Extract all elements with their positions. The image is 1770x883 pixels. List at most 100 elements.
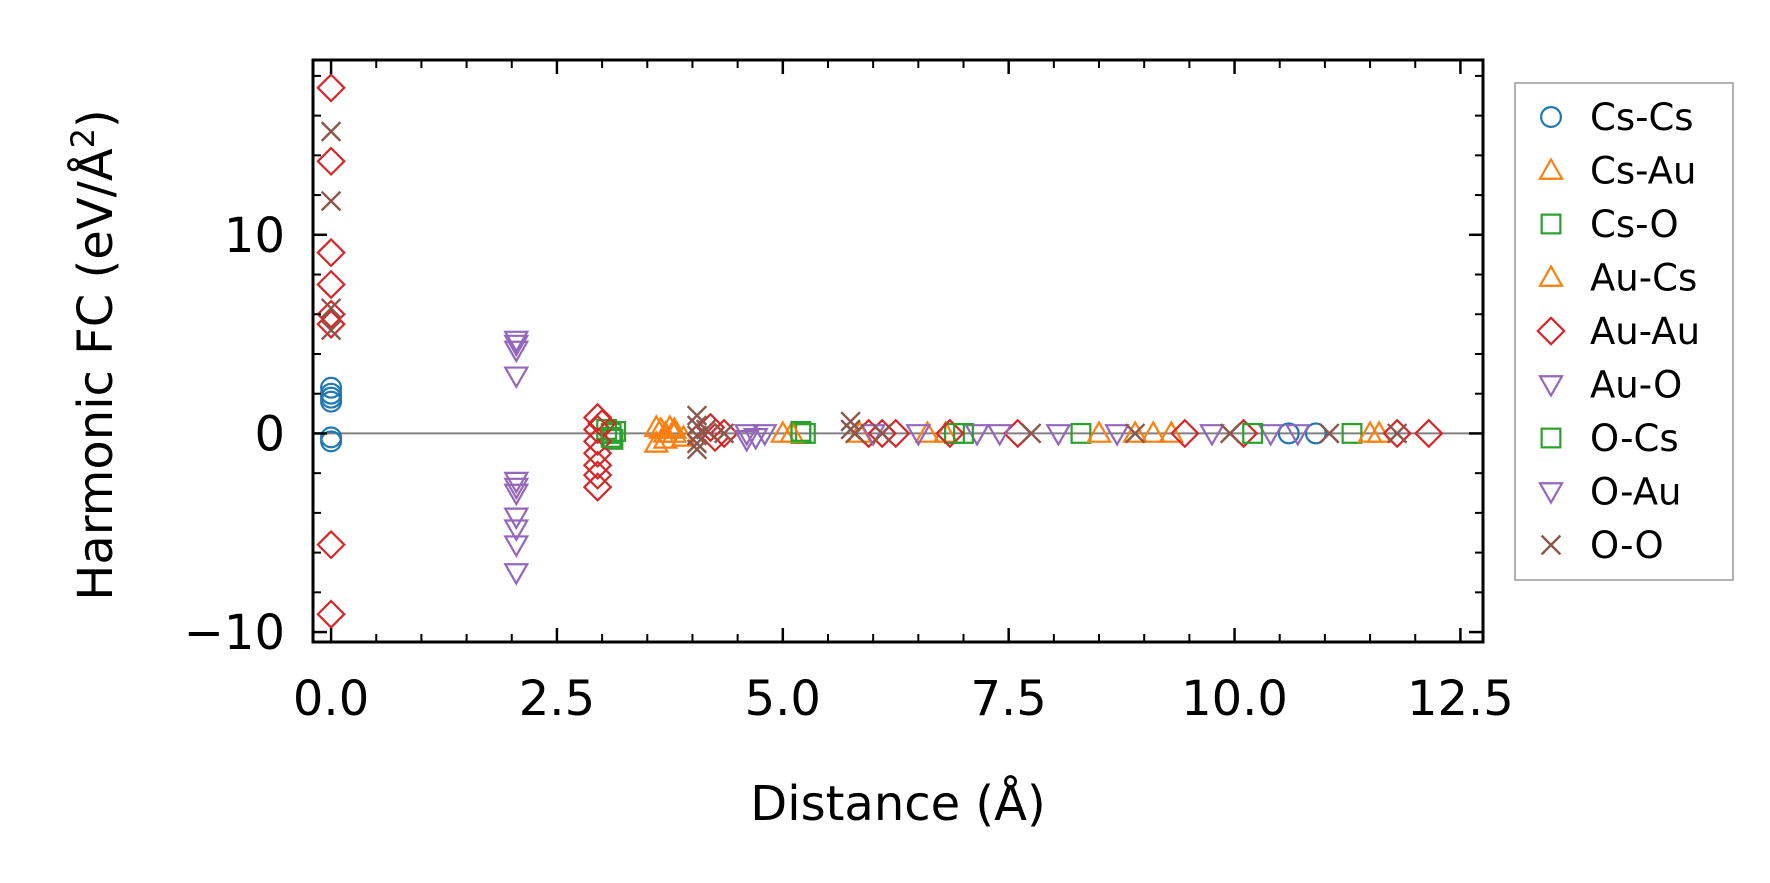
legend-label: Au-O	[1590, 364, 1682, 407]
legend-label: Cs-Au	[1590, 150, 1696, 193]
x-axis-label: Distance (Å)	[750, 775, 1045, 832]
x-tick-label: 0.0	[293, 671, 369, 727]
data-point	[1319, 423, 1340, 444]
data-point	[1140, 420, 1167, 443]
legend-marker	[1539, 105, 1562, 128]
data-point	[316, 309, 346, 339]
data-point	[1257, 424, 1284, 447]
y-axis-label-close: )	[68, 109, 124, 128]
data-point	[1021, 423, 1042, 444]
data-point	[320, 121, 342, 142]
legend-label: Au-Cs	[1590, 257, 1697, 300]
data-point	[1104, 424, 1130, 447]
data-point	[652, 420, 679, 443]
data-point	[686, 439, 708, 460]
data-point	[1086, 420, 1112, 443]
data-point	[871, 423, 893, 444]
data-point	[320, 319, 342, 341]
data-point	[840, 411, 861, 432]
data-point	[582, 414, 613, 445]
data-point	[1382, 418, 1412, 449]
legend-box	[1514, 82, 1734, 581]
axis-ticks	[313, 60, 1483, 642]
data-point	[1304, 422, 1327, 445]
data-point	[643, 414, 670, 437]
data-point	[582, 472, 613, 502]
data-point	[1219, 423, 1241, 444]
data-point	[320, 376, 343, 399]
data-point	[582, 450, 613, 480]
data-point	[733, 424, 760, 447]
series-au-cs	[643, 414, 1383, 443]
data-point	[790, 420, 812, 442]
series-cs-cs	[320, 376, 1327, 453]
data-point	[503, 471, 530, 495]
data-point	[503, 366, 530, 390]
data-point	[953, 422, 974, 444]
data-point	[320, 298, 342, 319]
data-point	[695, 419, 717, 440]
legend-label: O-Au	[1590, 471, 1681, 514]
data-point	[1242, 422, 1264, 444]
series-o-cs	[600, 420, 1264, 448]
series-o-o	[320, 121, 1408, 460]
data-point	[503, 340, 530, 364]
legend-label: O-O	[1590, 524, 1664, 567]
y-axis-label-superscript: 2	[64, 128, 102, 148]
data-point	[794, 422, 816, 444]
data-point	[986, 424, 1013, 447]
data-point	[686, 405, 708, 426]
y-axis-label-main: Harmonic FC (eV/Å	[67, 148, 124, 601]
data-point	[602, 428, 624, 450]
data-point	[316, 599, 346, 629]
data-point	[582, 438, 613, 469]
data-point	[503, 535, 530, 558]
data-point	[1341, 422, 1363, 444]
data-point	[320, 430, 343, 453]
data-point	[661, 416, 688, 439]
data-point	[1277, 422, 1300, 445]
data-point	[844, 423, 866, 444]
x-tick-label: 12.5	[1407, 671, 1514, 727]
data-point	[1170, 418, 1200, 449]
data-markers	[316, 73, 1444, 629]
data-point	[316, 269, 346, 300]
legend-marker	[1540, 427, 1562, 449]
legend-marker	[1538, 157, 1564, 180]
data-point	[316, 299, 346, 330]
data-point	[503, 563, 530, 586]
legend-label: O-Cs	[1590, 417, 1679, 460]
series-au-o	[503, 330, 1284, 586]
data-point	[914, 420, 941, 443]
data-point	[320, 190, 342, 212]
data-point	[867, 418, 897, 449]
data-point	[503, 507, 530, 531]
legend-marker	[1538, 375, 1564, 398]
x-tick-label: 10.0	[1181, 671, 1288, 727]
data-point	[751, 424, 778, 447]
tick-labels: 0.0 2.5 5.0 7.5 10.0 12.5 −10 0 10	[184, 208, 1514, 727]
x-tick-label: 7.5	[971, 671, 1047, 727]
data-point	[1122, 420, 1149, 443]
y-tick-label: 0	[254, 406, 285, 462]
data-point	[503, 477, 530, 501]
axes-frame	[311, 58, 1485, 644]
data-point	[320, 390, 343, 413]
data-point	[503, 519, 530, 542]
data-point	[713, 423, 735, 444]
plot-area	[311, 58, 1485, 644]
data-point	[1386, 423, 1408, 444]
data-point	[935, 418, 965, 449]
legend-marker	[1540, 534, 1562, 556]
data-point	[1414, 418, 1444, 449]
y-tick-label: −10	[184, 605, 285, 661]
y-tick-label: 10	[224, 208, 285, 264]
legend-label: Cs-O	[1590, 203, 1679, 246]
data-point	[503, 334, 530, 358]
data-point	[1045, 424, 1072, 447]
series-o-au	[503, 334, 1311, 501]
x-tick-label: 2.5	[519, 671, 595, 727]
data-point	[582, 426, 613, 457]
